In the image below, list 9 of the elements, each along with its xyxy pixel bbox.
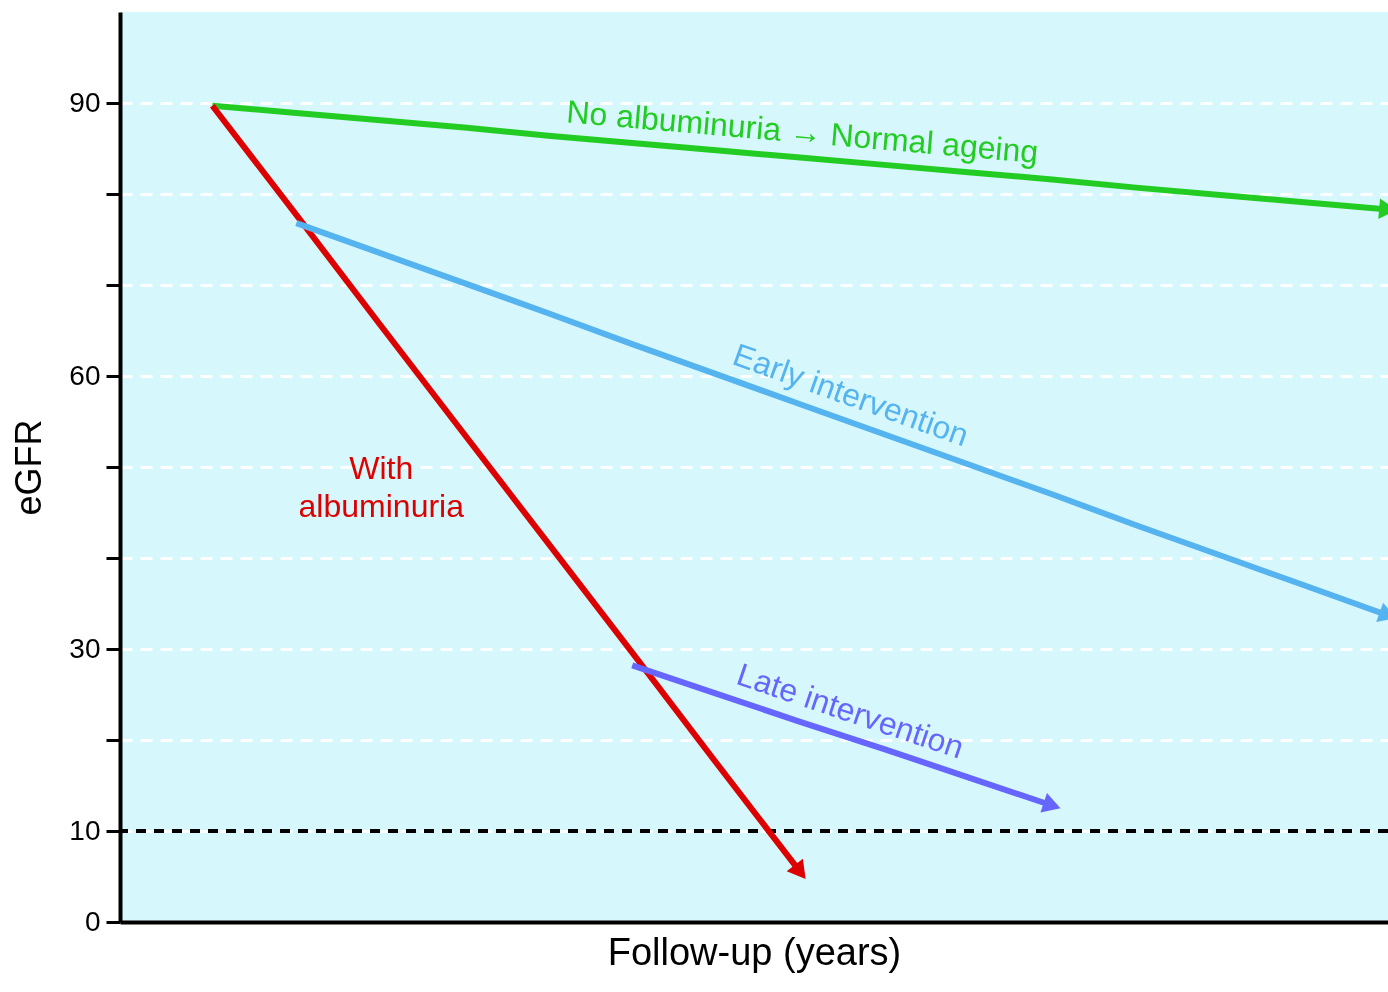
y-tick-label: 90 — [69, 86, 101, 118]
y-tick-label: 10 — [69, 814, 101, 846]
series-label: No albuminuria → Normal ageing — [565, 93, 1040, 171]
series-label: With albuminuria — [298, 449, 465, 524]
y-tick-label: 0 — [84, 905, 101, 937]
y-axis-title: eGFR — [8, 419, 50, 516]
y-tick-label: 60 — [69, 359, 101, 391]
x-axis-title: Follow-up (years) — [607, 930, 902, 973]
y-tick-label: 30 — [69, 632, 101, 664]
